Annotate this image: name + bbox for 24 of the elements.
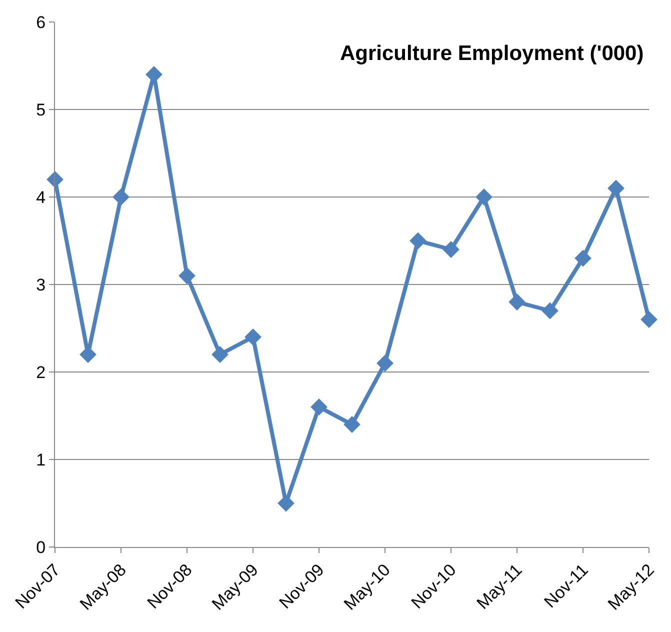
y-tick-label: 0: [36, 538, 46, 557]
point: [640, 311, 658, 328]
y-tick-label: 5: [36, 100, 46, 120]
y-tick-label: 2: [36, 362, 46, 382]
point: [376, 354, 394, 372]
point: [278, 494, 294, 512]
point: [442, 241, 460, 258]
y-tick-label: 3: [36, 275, 46, 294]
point: [244, 328, 262, 346]
point: [608, 180, 624, 197]
point: [542, 302, 558, 320]
point: [574, 250, 592, 267]
point: [310, 398, 328, 416]
point: [112, 188, 130, 206]
point: [344, 416, 360, 433]
point: [476, 188, 492, 206]
point: [410, 232, 426, 250]
text: Agriculture Employment ('000): [340, 42, 644, 65]
point: [212, 346, 228, 363]
y-tick-label: 6: [36, 12, 46, 32]
point: [178, 267, 196, 284]
y-tick-label: 1: [36, 450, 46, 470]
y-tick-label: 4: [36, 188, 46, 207]
point: [508, 294, 526, 310]
